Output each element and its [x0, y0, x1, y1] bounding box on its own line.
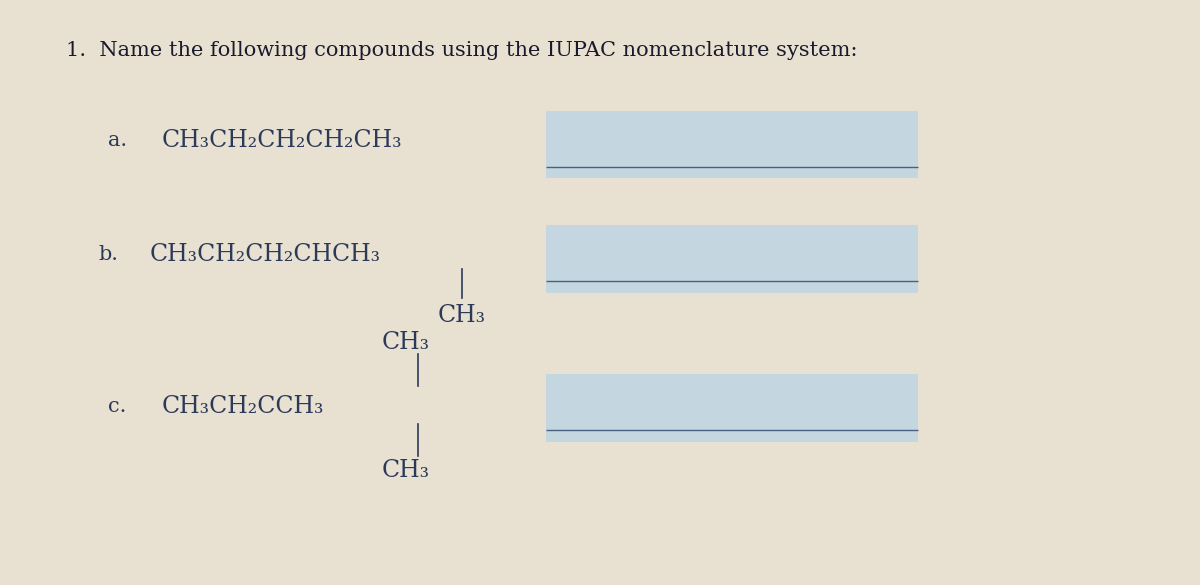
Text: c.: c. — [108, 397, 126, 416]
Bar — [546, 374, 918, 442]
Text: CH₃CH₂CH₂CH₂CH₃: CH₃CH₂CH₂CH₂CH₃ — [162, 129, 403, 152]
Text: CH₃: CH₃ — [438, 304, 486, 328]
Text: a.: a. — [108, 131, 127, 150]
Text: CH₃: CH₃ — [382, 331, 430, 354]
Text: 1.  Name the following compounds using the IUPAC nomenclature system:: 1. Name the following compounds using th… — [66, 41, 858, 60]
Text: CH₃CH₂CH₂CHCH₃: CH₃CH₂CH₂CHCH₃ — [150, 243, 382, 266]
Bar — [546, 225, 918, 292]
Bar — [546, 111, 918, 178]
Text: CH₃CH₂CCH₃: CH₃CH₂CCH₃ — [162, 395, 324, 418]
Text: CH₃: CH₃ — [382, 459, 430, 483]
Text: b.: b. — [98, 245, 119, 264]
